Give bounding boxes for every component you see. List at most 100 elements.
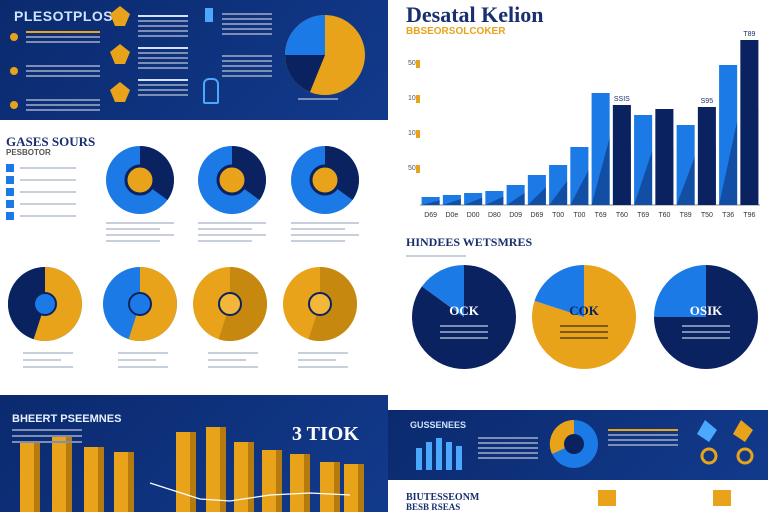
y-tick-label: 50	[408, 165, 416, 172]
caption-line	[12, 435, 82, 437]
panel-bottom-left: BHEERT PSEEMNES 3 TIOK	[0, 395, 388, 512]
bar-shade	[719, 121, 738, 205]
gold-bar-shade	[358, 464, 364, 512]
top-left-list	[10, 28, 100, 114]
caption-line	[198, 222, 266, 224]
donut-slice	[140, 146, 174, 200]
caption-line	[208, 352, 258, 354]
pie-caption-line	[440, 337, 488, 339]
x-tick-label: T50	[701, 212, 713, 219]
caption-line	[208, 359, 246, 361]
x-tick-label: T00	[573, 212, 585, 219]
caption-line	[208, 366, 258, 368]
legend-swatch	[6, 212, 14, 220]
pie-caption-line	[682, 337, 730, 339]
top-left-lamp-icon	[203, 78, 219, 104]
bar-shade	[655, 147, 674, 205]
panel-right-bar: Desatal Kelion BBSEORSOLCOKER D69 D0e D00 D…	[388, 0, 768, 225]
pie-center	[33, 292, 57, 316]
pie-caption-line	[560, 325, 608, 327]
caption-line	[106, 234, 174, 236]
gold-bar-shade	[248, 442, 254, 512]
strip-title: BIUTESSEONM	[406, 492, 480, 503]
pie-slice	[654, 265, 706, 317]
mid-left-title: GASES SOURS	[6, 134, 96, 149]
legend-swatch	[6, 164, 14, 172]
bar-shade	[676, 157, 695, 205]
y-tick-marker	[416, 165, 420, 173]
x-tick-label: D69	[424, 212, 437, 219]
bar-shade	[421, 200, 440, 205]
caption-line	[118, 359, 156, 361]
strip-box-2	[713, 490, 731, 506]
pie-slice	[421, 265, 464, 317]
pie-caption-line	[682, 331, 730, 333]
pie-center-label: OSIK	[690, 303, 723, 318]
caption-line	[23, 352, 73, 354]
data-label: SSIS	[614, 96, 630, 103]
bar-shade	[591, 137, 610, 205]
bar-chart: D69 D0e D00 D80 D09 D69 T00 T00 T69 T60 SSIS T69 T60…	[408, 31, 760, 219]
pie-slice	[308, 267, 358, 341]
gold-bar-shade	[66, 437, 72, 512]
pie-caption-line	[560, 337, 608, 339]
bar-shade	[740, 106, 759, 205]
big-pies: OCK COK OSIK	[406, 255, 758, 369]
x-tick-label: D69	[530, 212, 543, 219]
bar	[442, 195, 461, 205]
bottom-right-text-2	[608, 426, 678, 449]
y-tick-label: 100	[408, 130, 420, 137]
panel-right-pies: HINDEES WETSMRES OCK COK OSIK	[388, 225, 768, 405]
bottom-left-label: 3 TIOK	[292, 423, 359, 445]
bottom-left-title: BHEERT PSEEMNES	[12, 413, 122, 425]
bar-shade	[570, 170, 589, 205]
caption-line	[291, 234, 359, 236]
caption-line	[23, 359, 61, 361]
pie-center	[308, 292, 332, 316]
pie-center-label: OCK	[449, 303, 480, 318]
top-left-pie	[285, 15, 365, 100]
caption-line	[23, 366, 73, 368]
caption-line	[298, 366, 348, 368]
legend-swatch	[6, 176, 14, 184]
bottom-right-text	[478, 434, 538, 462]
bar-chart-title: Desatal Kelion	[406, 2, 544, 27]
pie-center	[128, 292, 152, 316]
pie-slice	[33, 267, 83, 341]
bullet-icon	[10, 67, 18, 75]
donut-center	[216, 164, 248, 196]
x-tick-label: T89	[680, 212, 692, 219]
mid-left-legend	[6, 160, 76, 224]
panel-mid-left: GASES SOURS PESBOTOR	[0, 120, 388, 395]
bar-shade	[506, 193, 525, 205]
gold-bar-shade	[334, 462, 340, 512]
top-left-text-block-2	[222, 10, 272, 80]
title-underline	[406, 255, 466, 257]
pie-caption-line	[440, 331, 488, 333]
bar-shade	[527, 187, 546, 205]
bar-shade	[464, 197, 483, 205]
caption-line	[12, 429, 82, 431]
mid-pies	[8, 146, 360, 368]
bottom-right-title: GUSSENEES	[410, 420, 467, 430]
bullet-icon	[10, 101, 18, 109]
caption-line	[198, 228, 252, 230]
pies-title: HINDEES WETSMRES	[406, 235, 533, 249]
panel-bottom-strip: BIUTESSEONM BESB RSEAS	[388, 480, 768, 512]
pie-slice	[218, 267, 268, 341]
donut-slice	[325, 146, 360, 200]
pie-caption-line	[682, 325, 730, 327]
pie-center	[218, 292, 242, 316]
x-tick-label: T00	[552, 212, 564, 219]
caption-line	[298, 359, 336, 361]
y-tick-label: 50	[408, 60, 416, 67]
legend-swatch	[6, 200, 14, 208]
caption-line	[118, 366, 168, 368]
caption-line	[12, 441, 82, 443]
pie-slice	[8, 267, 46, 340]
caption-line	[106, 228, 160, 230]
pie-caption-line	[560, 331, 608, 333]
caption-line	[291, 222, 359, 224]
bar-chart-subtitle: BBSEORSOLCOKER	[406, 26, 506, 37]
bottom-right-icons	[697, 420, 754, 465]
